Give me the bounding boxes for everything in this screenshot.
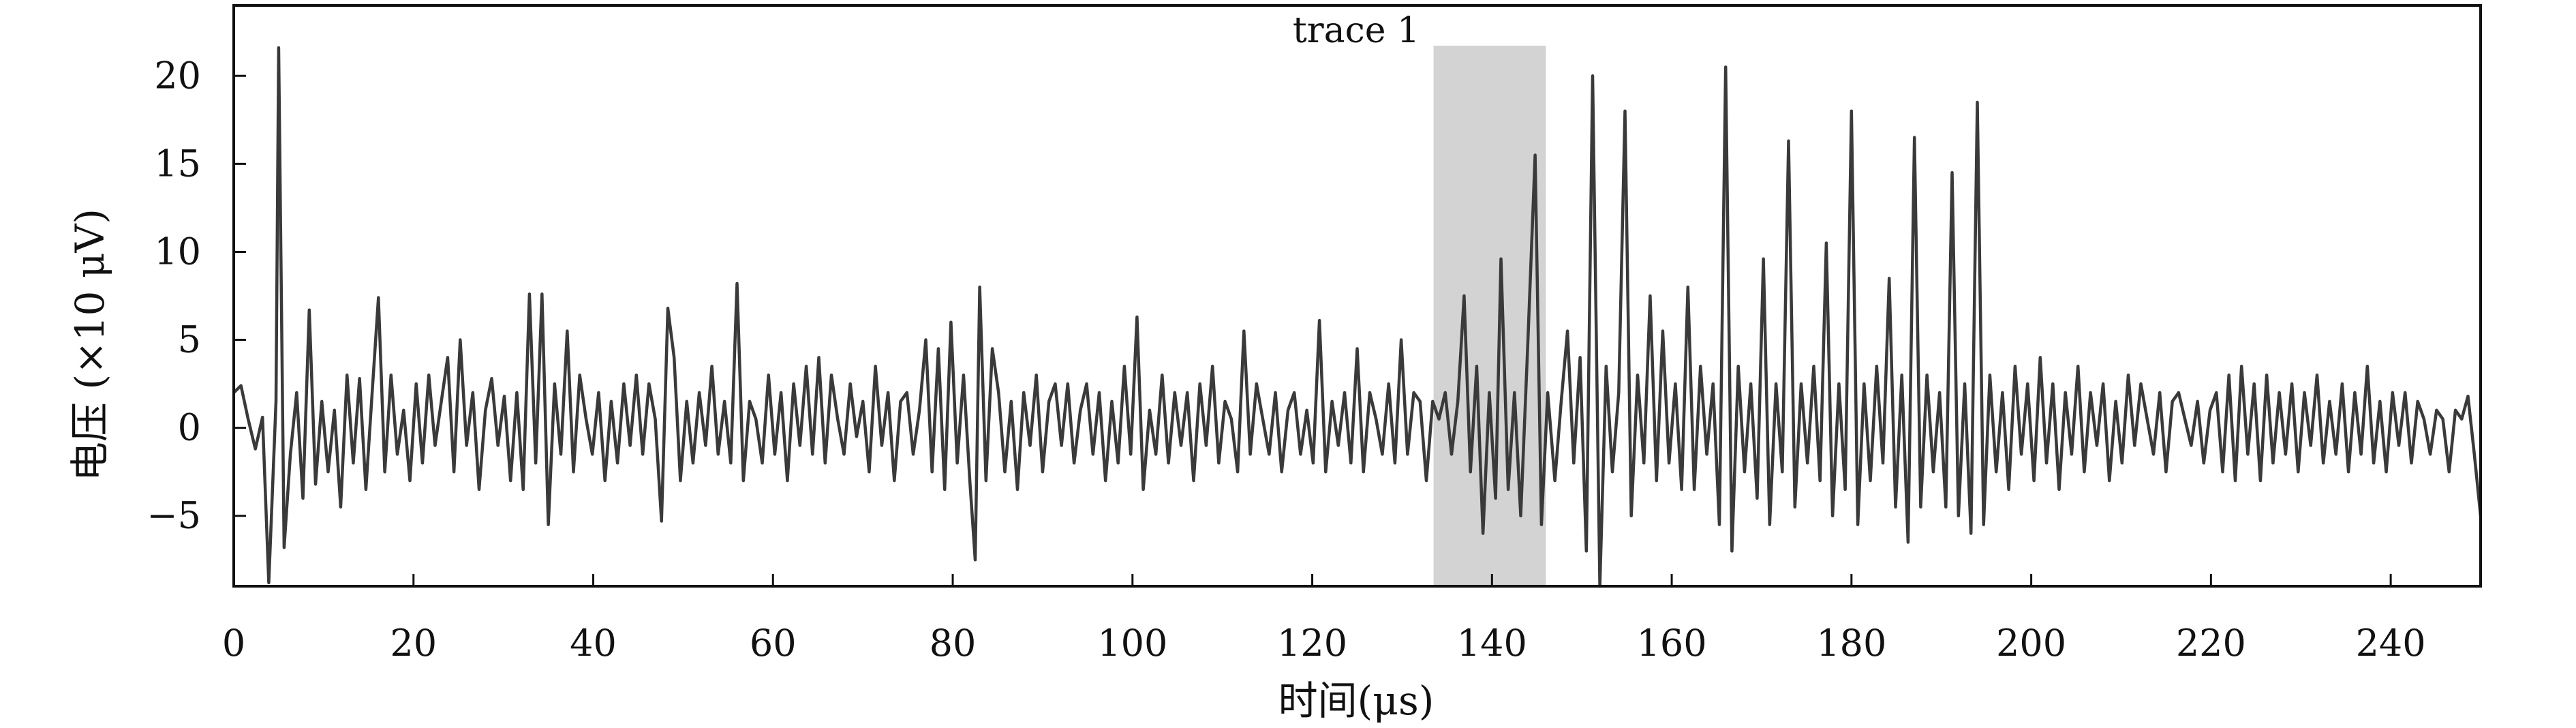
x-tick-label: 120 xyxy=(1277,622,1347,665)
x-tick-label: 200 xyxy=(1996,622,2066,665)
ticks-layer: 0 20 40 60 80 100 120 140 160 180 200 220 240 −5 0 5 10 1… xyxy=(147,54,2425,665)
x-tick-label: 40 xyxy=(570,622,617,665)
x-tick-label: 180 xyxy=(1816,622,1886,665)
x-tick-label: 20 xyxy=(390,622,437,665)
highlight-region xyxy=(1433,46,1546,585)
y-axis-label: 电压 (×10 μV) xyxy=(67,209,113,481)
series-layer xyxy=(232,46,2483,588)
axes-layer xyxy=(232,4,2482,588)
x-tick-label: 160 xyxy=(1637,622,1707,665)
y-tick-label: 5 xyxy=(178,318,201,361)
x-tick-label: 100 xyxy=(1097,622,1167,665)
series-line-1 xyxy=(232,46,2483,588)
y-tick-label: 0 xyxy=(178,406,201,449)
y-tick-label: −5 xyxy=(147,494,201,537)
chart-title: trace 1 xyxy=(1293,10,1420,51)
highlight-layer xyxy=(1433,46,1546,585)
x-tick-label: 140 xyxy=(1457,622,1527,665)
plot-frame xyxy=(232,4,2482,588)
y-tick-label: 15 xyxy=(154,142,201,185)
x-tick-label: 0 xyxy=(222,622,245,665)
x-tick-label: 220 xyxy=(2176,622,2246,665)
x-tick-label: 80 xyxy=(930,622,977,665)
y-tick-label: 20 xyxy=(154,54,201,97)
y-tick-label: 10 xyxy=(154,230,201,273)
x-tick-label: 60 xyxy=(750,622,797,665)
x-axis-label: 时间(μs) xyxy=(1278,678,1435,724)
x-tick-label: 240 xyxy=(2356,622,2426,665)
